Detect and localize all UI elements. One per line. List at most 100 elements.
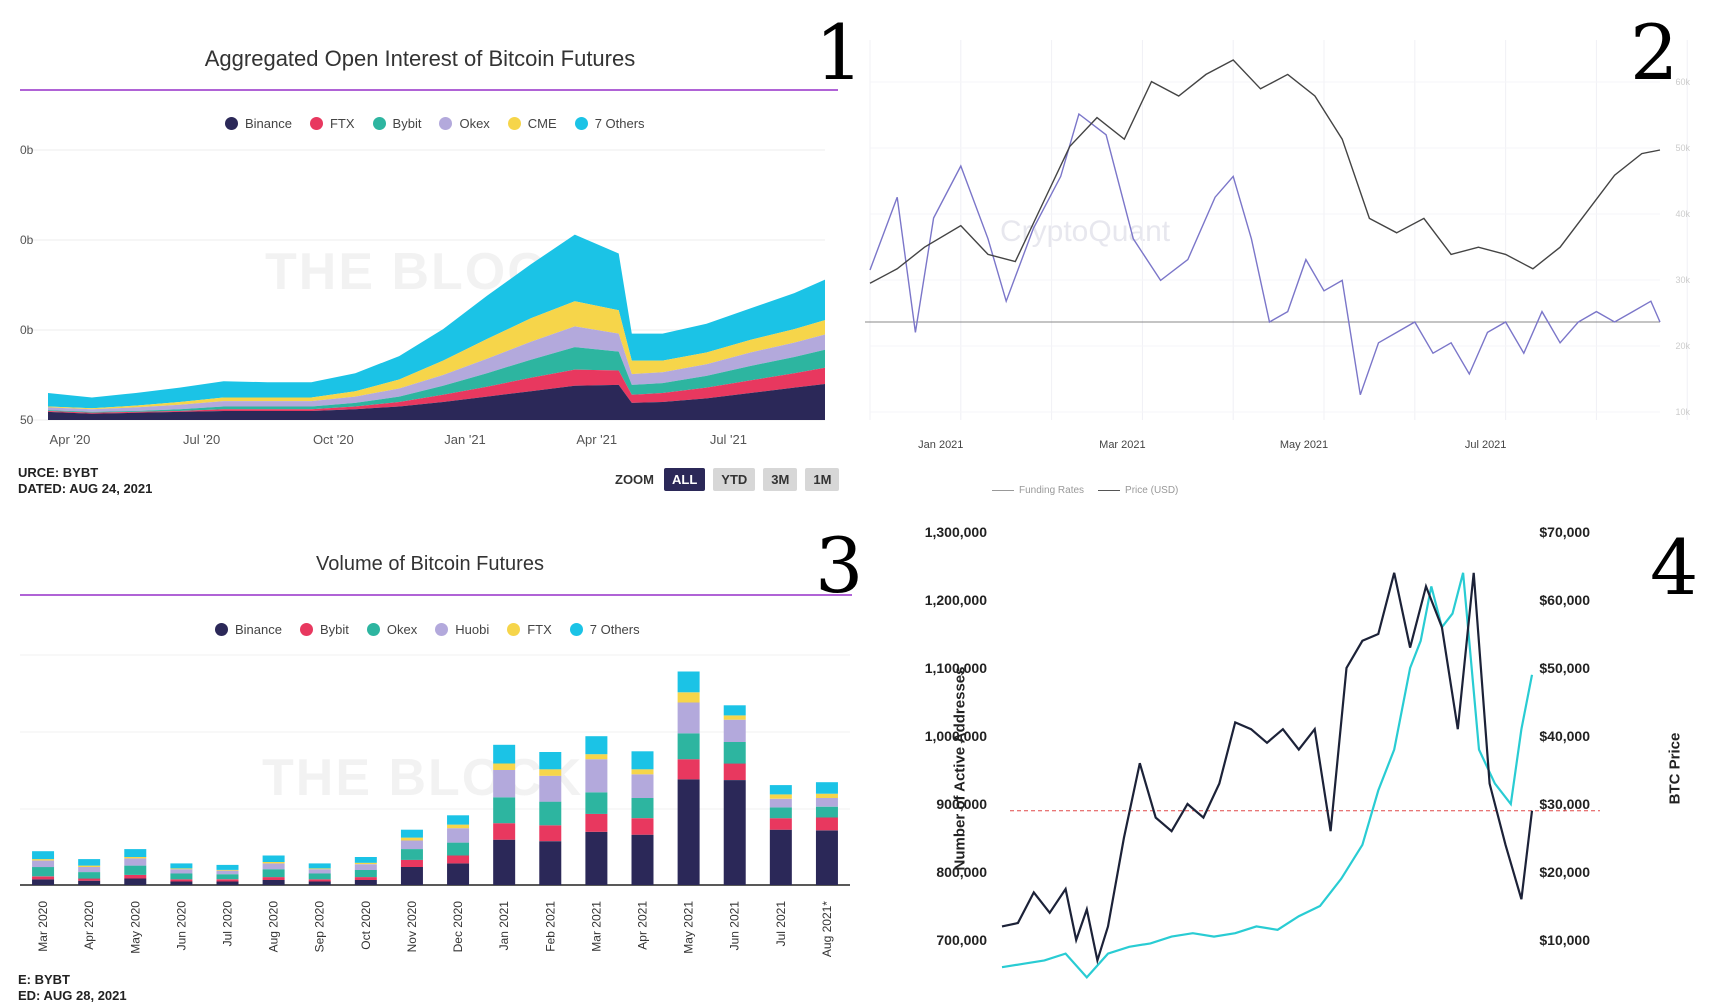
- bar-segment: [124, 858, 147, 866]
- source-note: URCE: BYBT DATED: AUG 24, 2021: [18, 465, 152, 497]
- bar-segment: [170, 869, 193, 874]
- title-divider: [20, 89, 838, 91]
- zoom-all-button[interactable]: ALL: [664, 468, 706, 491]
- bar-segment: [32, 859, 55, 861]
- bar-segment: [170, 863, 193, 869]
- y-tick-label: 40k: [1675, 209, 1690, 219]
- bar-segment: [631, 769, 654, 775]
- funding-rates-panel: CryptoQuant 60k 50k 40k 30k 20k 10k Jan 2021 Ma…: [860, 0, 1712, 500]
- x-tick-label: Aug 2020: [267, 901, 281, 953]
- panel-number: 1: [815, 8, 864, 97]
- bar-segment: [447, 855, 470, 864]
- bar-segment: [585, 754, 608, 760]
- bar-segment: [631, 818, 654, 835]
- bar-segment: [78, 880, 101, 885]
- bar-segment: [124, 865, 147, 875]
- active-addresses-panel: 1,300,000 1,200,000 1,100,000 1,000,000 900,…: [860, 500, 1712, 1003]
- bar-segment: [677, 733, 700, 760]
- x-tick-label: Sep 2020: [313, 901, 327, 953]
- y-tick-label-right: $70,000: [1539, 524, 1590, 540]
- bar-segment: [78, 872, 101, 879]
- bar-segment: [124, 849, 147, 857]
- series-area-binance: [48, 384, 825, 420]
- bar-segment: [262, 863, 285, 870]
- y-tick-label: 1,000,000: [925, 728, 987, 744]
- bar-segment: [32, 860, 55, 868]
- bar-segment: [723, 763, 746, 780]
- y-tick-label-right: $30,000: [1539, 796, 1590, 812]
- series-line-funding-rates: [869, 112, 1661, 396]
- bar-segment: [354, 877, 377, 880]
- bar-segment: [631, 834, 654, 885]
- x-tick-label: Apr 2021: [636, 901, 650, 950]
- y-tick-label: 10k: [1675, 407, 1690, 417]
- bar-segment: [124, 878, 147, 885]
- bar-segment: [216, 864, 239, 870]
- bar-segment: [32, 851, 55, 860]
- bar-segment: [262, 862, 285, 864]
- bar-segment: [769, 829, 792, 885]
- bar-segment: [631, 751, 654, 770]
- bar-segment: [447, 824, 470, 829]
- x-tick-label: Mar 2021: [1099, 439, 1145, 451]
- bar-segment: [585, 831, 608, 885]
- x-tick-label: May 2020: [128, 901, 142, 954]
- legend-label: FTX: [329, 116, 355, 131]
- y-tick-label: 0b: [20, 323, 34, 337]
- bar-segment: [723, 780, 746, 885]
- y-tick-label-right: $50,000: [1539, 660, 1590, 676]
- volume-chart: Mar 2020 Apr 2020 May 2020 Jun 2020 Jul 2020…: [20, 654, 850, 957]
- bar-segment: [723, 742, 746, 764]
- x-tick-label: May 2021: [1280, 439, 1328, 451]
- legend-item: Bybit: [372, 116, 422, 131]
- zoom-1m-button[interactable]: 1M: [805, 468, 840, 491]
- zoom-ytd-button[interactable]: YTD: [713, 468, 756, 491]
- chart-title: Volume of Bitcoin Futures: [316, 553, 544, 575]
- panel-number: 2: [1630, 8, 1679, 97]
- y-tick-label: 1,100,000: [925, 660, 987, 676]
- funding-rates-chart: 60k 50k 40k 30k 20k 10k Jan 2021 Mar 2021 May 20…: [865, 40, 1690, 451]
- bar-segment: [677, 779, 700, 885]
- bar-segment: [815, 830, 838, 885]
- legend-item: FTX: [507, 622, 552, 637]
- y-tick-label: 0b: [20, 143, 34, 157]
- bar-segment: [493, 770, 516, 798]
- bar-segment: [170, 868, 193, 870]
- legend-swatch: [299, 623, 313, 636]
- legend-swatch: [507, 623, 521, 636]
- x-tick-label: Jul 2020: [221, 901, 235, 947]
- chart-legend: Funding Rates Price (USD): [992, 485, 1178, 496]
- bar-segment: [815, 798, 838, 807]
- bar-segment: [400, 849, 423, 860]
- bar-segment: [539, 825, 562, 842]
- legend-item: 7 Others: [569, 622, 640, 637]
- zoom-3m-button[interactable]: 3M: [763, 468, 798, 491]
- source-line: URCE: BYBT: [18, 465, 99, 480]
- bar-segment: [447, 842, 470, 856]
- bar-segment: [78, 859, 101, 866]
- bar-segment: [170, 881, 193, 885]
- bar-segment: [400, 867, 423, 885]
- bar-segment: [354, 857, 377, 863]
- bar-segment: [769, 794, 792, 799]
- x-tick-label: Jan 2021: [497, 901, 511, 951]
- y-tick-label-right: $40,000: [1539, 728, 1590, 744]
- y-tick-label: 20k: [1675, 341, 1690, 351]
- bar-segment: [447, 828, 470, 843]
- bar-segment: [216, 881, 239, 885]
- x-tick-label: May 2021: [682, 901, 696, 954]
- bar-segment: [354, 864, 377, 870]
- x-tick-label: Jul 2021: [774, 901, 788, 947]
- bar-segment: [354, 862, 377, 865]
- y-tick-label-right: $20,000: [1539, 864, 1590, 880]
- legend-item: Huobi: [435, 622, 489, 637]
- updated-line: ED: AUG 28, 2021: [18, 988, 127, 1003]
- x-tick-label: Nov 2020: [405, 901, 419, 953]
- bar-segment: [677, 671, 700, 693]
- legend-swatch: [309, 117, 323, 130]
- bar-segment: [78, 878, 101, 881]
- legend-item: Price (USD): [1098, 485, 1178, 496]
- bar-segment: [308, 873, 331, 880]
- bar-segment: [32, 879, 55, 886]
- legend-label: Bybit: [392, 116, 422, 131]
